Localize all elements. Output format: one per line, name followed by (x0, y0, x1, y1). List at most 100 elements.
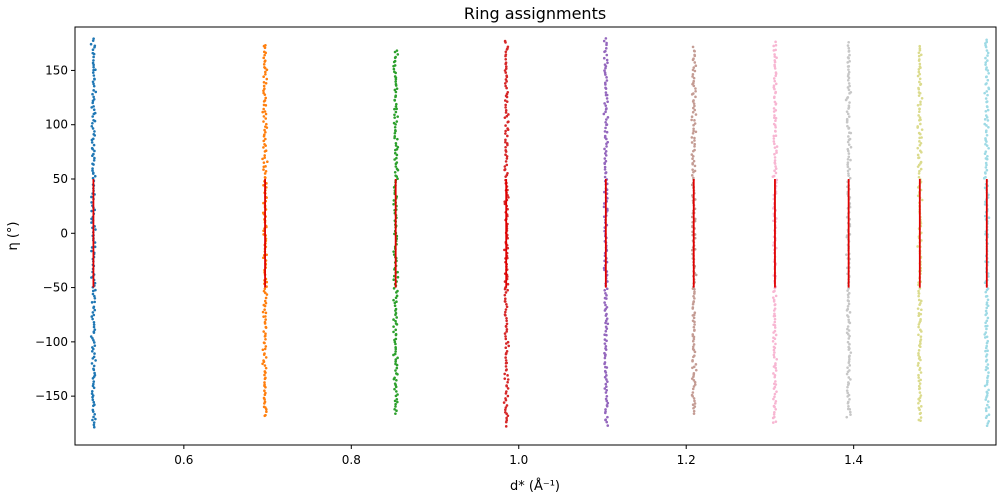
data-point (985, 394, 989, 397)
data-point (605, 43, 608, 47)
data-point (916, 364, 920, 367)
data-point (918, 77, 922, 81)
data-point (92, 84, 96, 88)
data-point (92, 421, 96, 424)
data-point (94, 68, 97, 72)
data-point (772, 345, 776, 349)
data-point (394, 319, 397, 323)
data-point (262, 168, 265, 171)
data-point (774, 134, 778, 137)
data-point (984, 61, 988, 64)
data-point (919, 342, 922, 345)
data-point (848, 137, 852, 141)
data-point (606, 380, 609, 383)
data-point (694, 64, 698, 67)
data-point (265, 293, 269, 296)
data-point (848, 354, 851, 358)
data-point (848, 410, 852, 414)
data-point (917, 289, 920, 293)
data-point (504, 406, 508, 409)
data-point (692, 57, 695, 61)
data-point (692, 385, 696, 388)
data-point (771, 339, 775, 343)
data-point (984, 97, 988, 100)
data-point (394, 110, 398, 114)
data-point (90, 221, 93, 224)
data-point (847, 295, 850, 299)
data-point (919, 100, 922, 104)
data-point (394, 82, 398, 86)
data-point (505, 361, 509, 365)
data-point (985, 82, 988, 85)
data-point (506, 171, 509, 175)
data-point (690, 393, 694, 397)
data-point (693, 354, 696, 357)
data-point (985, 319, 989, 323)
data-point (394, 360, 397, 363)
data-point (94, 359, 97, 362)
data-point (604, 325, 608, 329)
data-point (917, 298, 921, 302)
data-point (395, 409, 398, 413)
data-point (261, 110, 264, 114)
data-point (773, 129, 777, 133)
data-point (692, 412, 696, 415)
data-point (985, 306, 989, 310)
data-point (91, 162, 94, 166)
data-point (92, 132, 96, 136)
data-point (985, 344, 989, 348)
data-point (983, 122, 987, 126)
data-point (846, 124, 849, 128)
data-point (917, 406, 921, 410)
data-point (772, 174, 776, 178)
data-point (93, 352, 96, 355)
data-point (774, 71, 778, 74)
data-point (985, 124, 988, 127)
data-point (91, 408, 95, 412)
data-point (263, 299, 267, 303)
data-point (773, 53, 776, 56)
data-point (504, 153, 507, 156)
data-point (262, 50, 266, 54)
data-point (604, 49, 607, 53)
data-point (263, 128, 266, 132)
data-point (505, 384, 508, 387)
data-point (393, 64, 397, 67)
data-point (264, 334, 267, 338)
data-point (603, 356, 607, 360)
data-point (264, 356, 268, 359)
data-point (605, 394, 609, 398)
data-point (394, 337, 398, 341)
data-point (986, 403, 989, 407)
data-point (919, 53, 923, 57)
data-point (505, 74, 508, 78)
data-point (918, 116, 922, 119)
data-point (918, 72, 922, 76)
data-point (986, 119, 990, 122)
data-point (394, 296, 398, 300)
data-point (266, 160, 269, 164)
data-point (504, 140, 507, 144)
data-point (504, 124, 507, 127)
data-point (845, 372, 849, 376)
data-point (920, 308, 923, 312)
data-point (91, 317, 94, 321)
data-point (506, 45, 510, 49)
data-point (987, 406, 991, 409)
data-point (396, 53, 400, 56)
data-point (92, 313, 96, 317)
data-point (506, 378, 510, 381)
data-point (847, 70, 851, 74)
data-point (774, 171, 778, 175)
data-point (917, 311, 921, 315)
data-point (603, 69, 606, 72)
data-point (846, 78, 850, 82)
data-point (773, 95, 776, 99)
data-point (504, 145, 507, 149)
data-point (93, 328, 97, 331)
data-point (848, 357, 851, 361)
data-point (395, 366, 399, 370)
data-point (605, 41, 608, 45)
data-point (264, 169, 268, 173)
